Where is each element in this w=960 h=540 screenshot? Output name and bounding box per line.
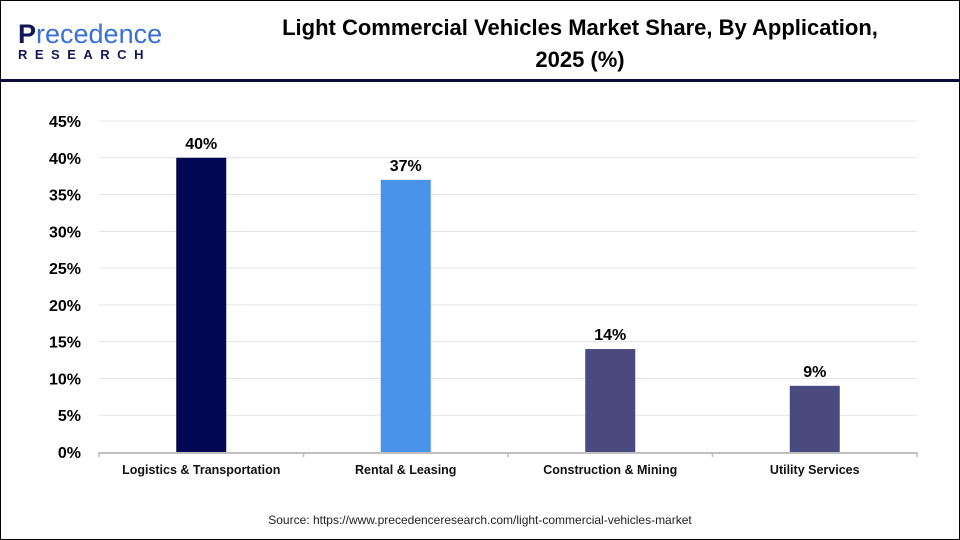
x-tick-label: Logistics & Transportation — [122, 463, 280, 477]
logo-subtitle: RESEARCH — [18, 47, 151, 62]
y-tick-label: 10% — [49, 371, 81, 388]
y-tick-label: 20% — [49, 298, 81, 315]
title-line-2: 2025 (%) — [535, 47, 625, 72]
data-label: 40% — [185, 136, 217, 153]
data-label: 37% — [390, 158, 422, 175]
y-tick-label: 25% — [49, 261, 81, 278]
y-tick-label: 40% — [49, 151, 81, 168]
chart-title: Light Commercial Vehicles Market Share, … — [200, 12, 960, 76]
x-tick-label: Rental & Leasing — [355, 463, 456, 477]
y-tick-label: 5% — [58, 408, 81, 425]
x-tick-label: Utility Services — [770, 463, 860, 477]
data-label: 9% — [803, 364, 826, 381]
y-tick-label: 15% — [49, 335, 81, 352]
y-tick-label: 45% — [49, 114, 81, 131]
bar — [380, 179, 431, 452]
bar — [176, 157, 227, 452]
bar — [585, 349, 636, 452]
bar — [789, 385, 840, 452]
header-divider — [0, 79, 960, 82]
data-label: 14% — [594, 327, 626, 344]
x-tick-label: Construction & Mining — [543, 463, 677, 477]
logo-wordmark: Precedence — [18, 19, 163, 49]
y-tick-label: 0% — [58, 445, 81, 462]
y-tick-label: 35% — [49, 188, 81, 205]
logo: Precedence RESEARCH — [18, 20, 162, 62]
source-note: Source: https://www.precedenceresearch.c… — [268, 513, 692, 527]
title-line-1: Light Commercial Vehicles Market Share, … — [282, 15, 878, 40]
y-tick-label: 30% — [49, 224, 81, 241]
